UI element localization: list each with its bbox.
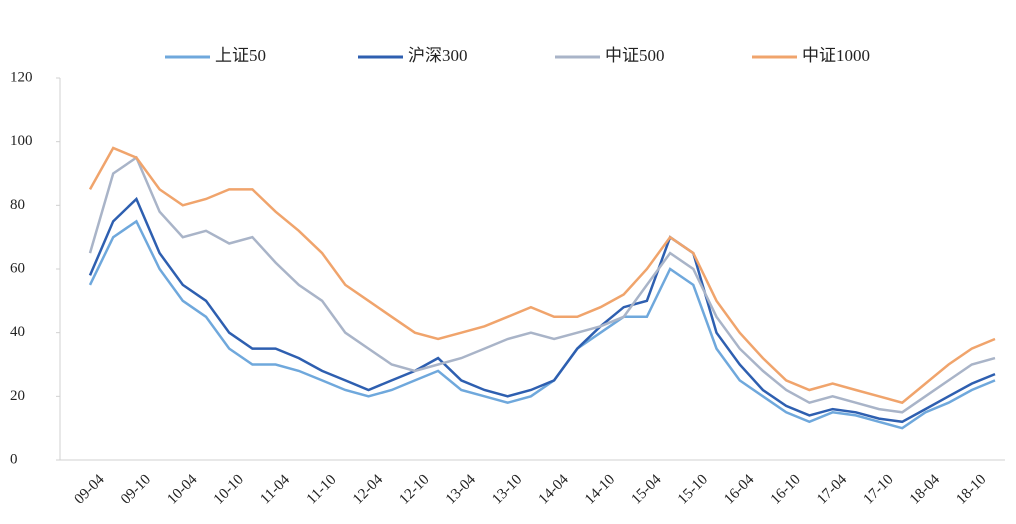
series-line — [88, 219, 996, 430]
series-line — [88, 155, 996, 414]
x-tick-label: 17-04 — [814, 471, 850, 507]
y-tick-label: 0 — [10, 451, 18, 467]
legend-label: 中证1000 — [802, 46, 870, 65]
y-tick-label: 20 — [10, 388, 25, 404]
y-tick-label: 100 — [10, 133, 33, 149]
y-tick-label: 120 — [10, 69, 33, 85]
x-tick-label: 12-10 — [396, 472, 432, 508]
y-tick-label: 80 — [10, 197, 25, 213]
x-tick-label: 12-04 — [350, 471, 386, 507]
legend-label: 中证500 — [605, 46, 665, 65]
x-tick-label: 13-04 — [443, 471, 479, 507]
x-tick-label: 15-04 — [628, 471, 664, 507]
x-tick-label: 11-10 — [304, 472, 340, 508]
x-tick-label: 10-04 — [164, 471, 200, 507]
series-line — [88, 196, 996, 424]
legend-label: 沪深300 — [408, 46, 468, 65]
y-tick-label: 60 — [10, 260, 25, 276]
legend-label: 上证50 — [215, 46, 266, 65]
x-tick-label: 15-10 — [675, 472, 711, 508]
x-tick-label: 14-04 — [536, 471, 572, 507]
x-tick-label: 13-10 — [489, 472, 525, 508]
x-tick-label: 10-10 — [211, 472, 247, 508]
x-tick-label: 09-04 — [72, 471, 108, 507]
x-tick-label: 14-10 — [582, 472, 618, 508]
x-tick-label: 18-04 — [907, 471, 943, 507]
x-tick-label: 18-10 — [953, 472, 989, 508]
y-tick-label: 40 — [10, 324, 25, 340]
x-tick-label: 17-10 — [861, 472, 897, 508]
x-tick-label: 11-04 — [257, 471, 293, 507]
series-line — [88, 146, 996, 405]
x-tick-label: 09-10 — [118, 472, 154, 508]
x-tick-label: 16-10 — [768, 472, 804, 508]
x-tick-label: 16-04 — [721, 471, 757, 507]
